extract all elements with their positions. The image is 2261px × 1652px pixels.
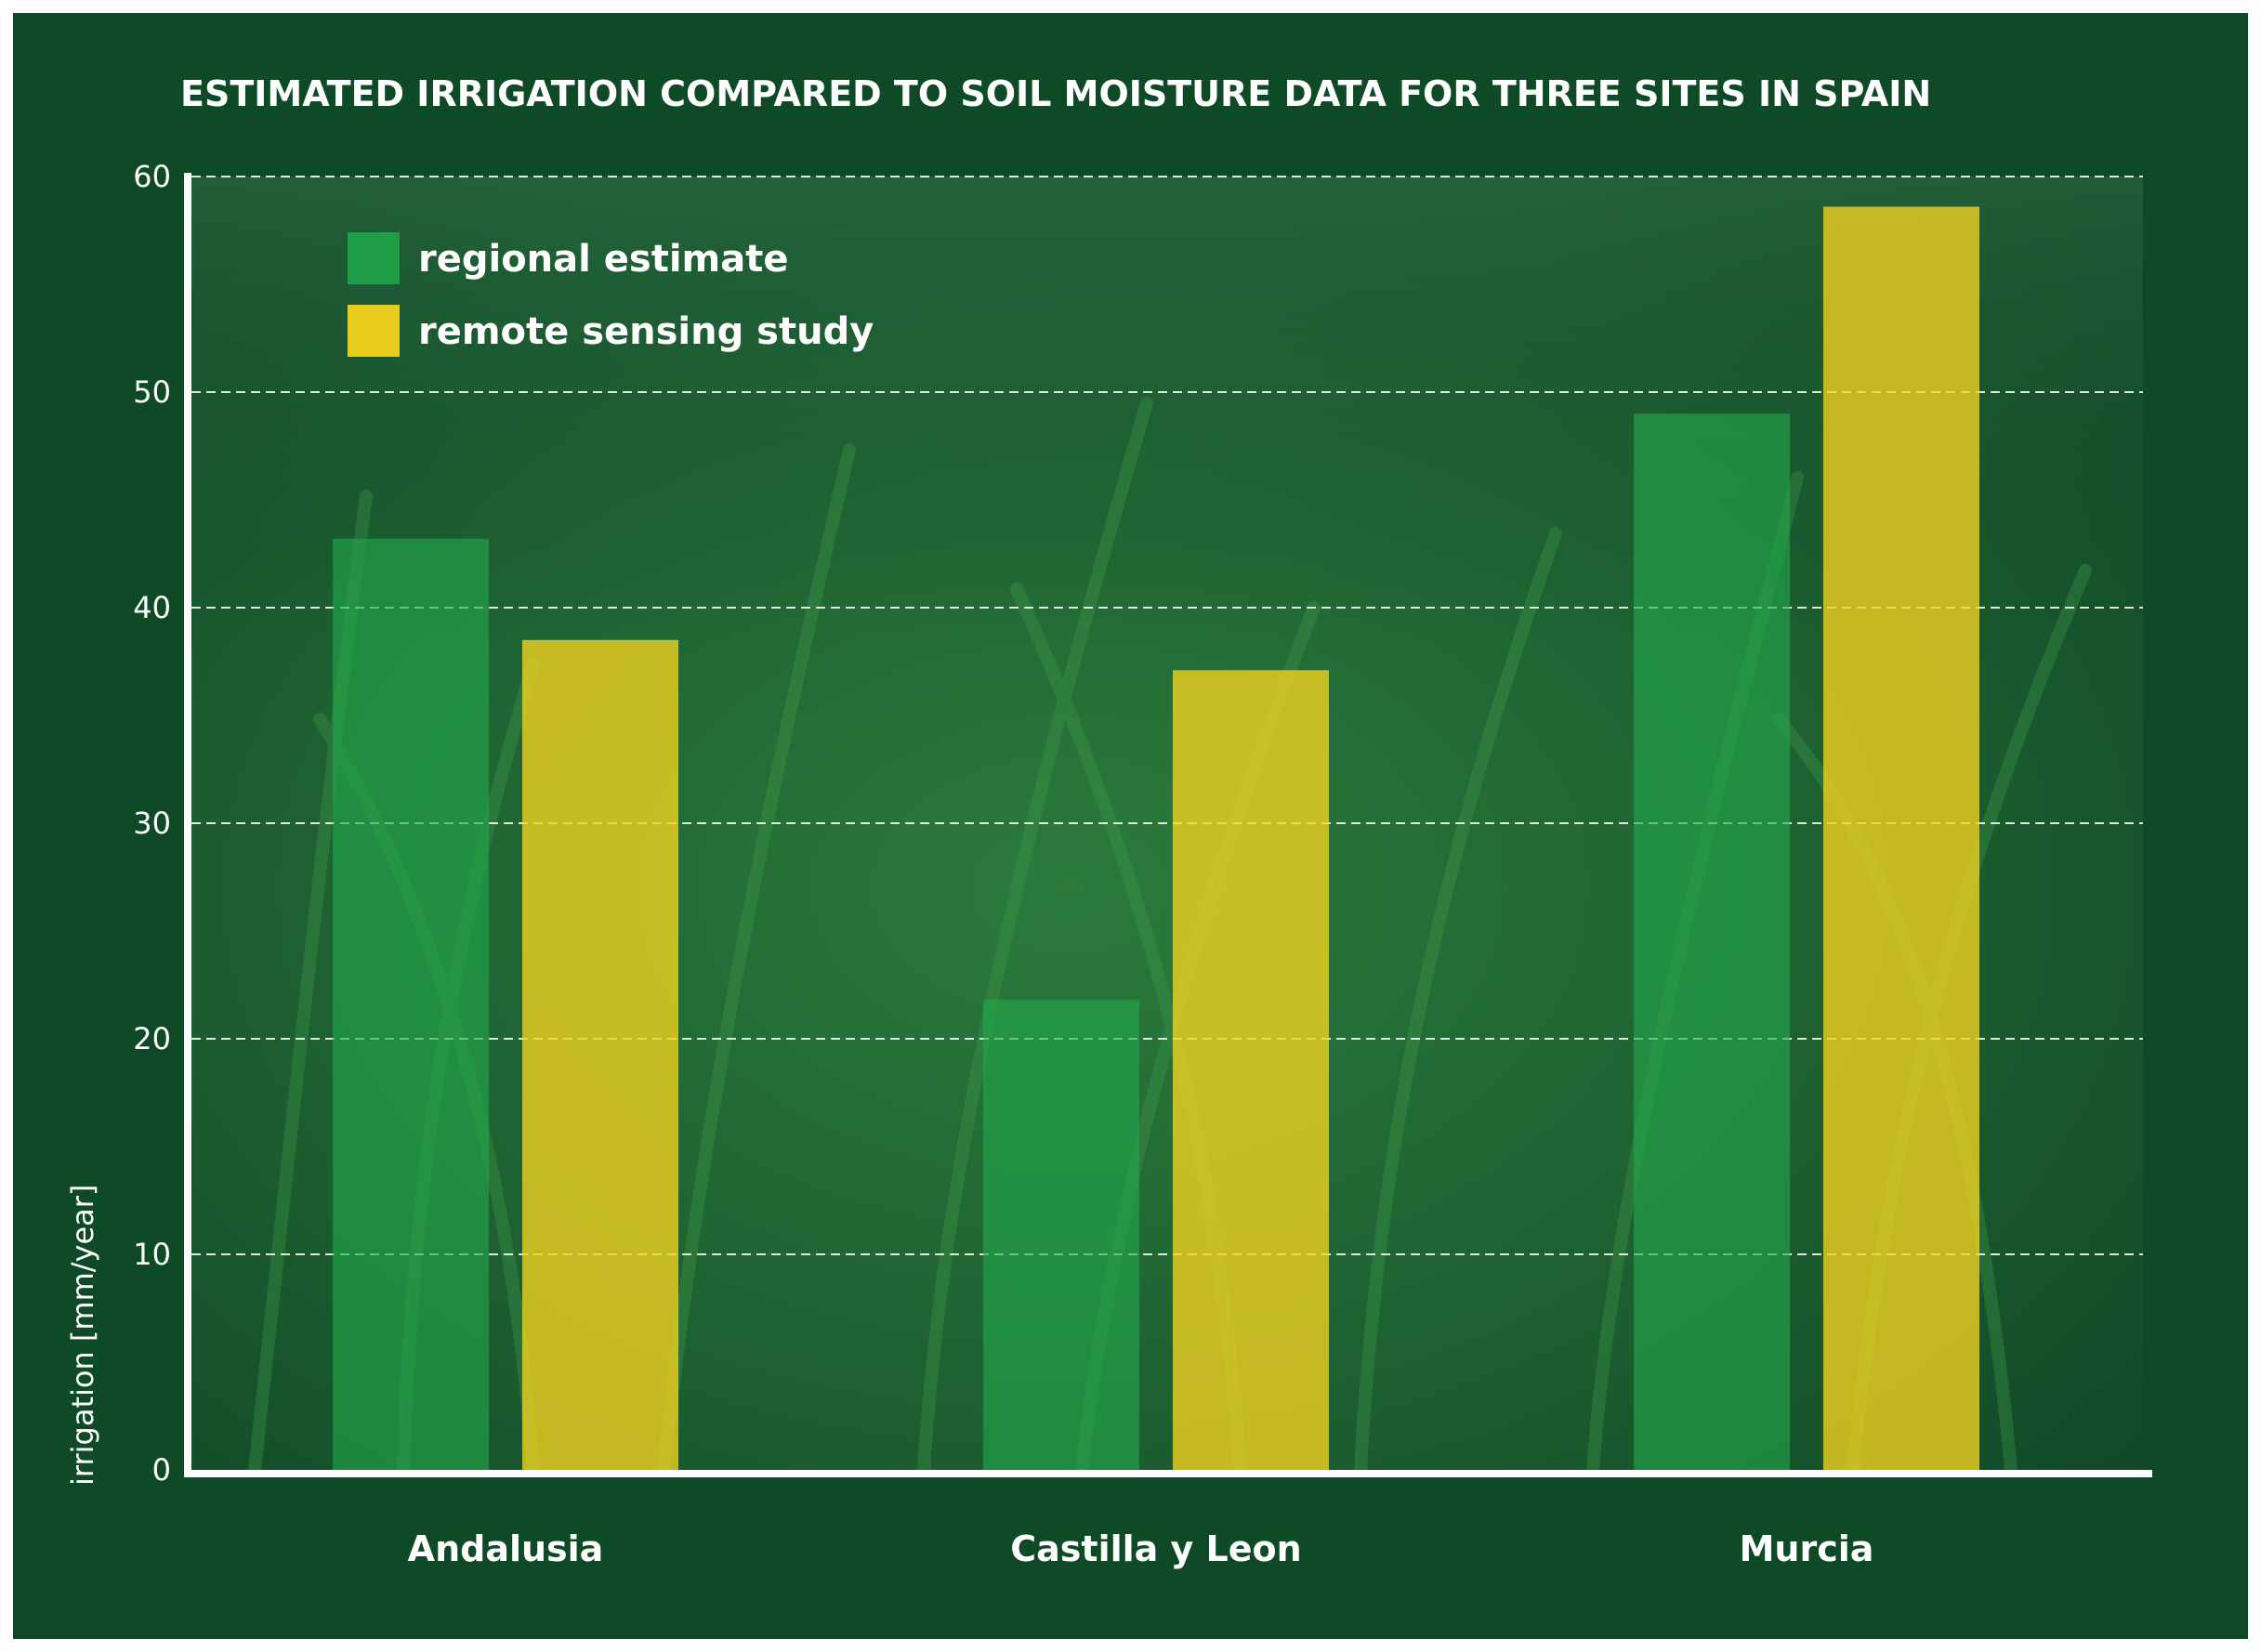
bar bbox=[522, 639, 678, 1470]
legend-label: regional estimate bbox=[418, 238, 788, 281]
bars-group bbox=[333, 206, 1979, 1471]
y-tick-label: 50 bbox=[133, 374, 171, 410]
bar bbox=[333, 538, 489, 1470]
y-axis-label: irrigation [mm/year] bbox=[65, 1185, 100, 1486]
y-tick-labels: 0 10 20 30 40 50 60 bbox=[133, 159, 171, 1488]
y-tick-label: 0 bbox=[152, 1452, 171, 1488]
legend: regional estimate remote sensing study bbox=[348, 232, 874, 357]
chart-frame: 0 10 20 30 40 50 60 Andalusia Castilla y Leon Mu… bbox=[13, 13, 2248, 1639]
bar bbox=[1634, 413, 1790, 1471]
gridlines bbox=[191, 176, 2143, 1255]
y-tick-label: 30 bbox=[133, 806, 171, 841]
chart-title: ESTIMATED IRRIGATION COMPARED TO SOIL MO… bbox=[180, 73, 1931, 114]
x-tick-label: Andalusia bbox=[408, 1528, 604, 1569]
bar bbox=[1173, 670, 1329, 1470]
y-tick-label: 40 bbox=[133, 590, 171, 625]
bar bbox=[1823, 206, 1979, 1471]
x-tick-label: Castilla y Leon bbox=[1010, 1528, 1301, 1569]
x-tick-labels: Andalusia Castilla y Leon Murcia bbox=[408, 1528, 1874, 1569]
y-tick-label: 20 bbox=[133, 1021, 171, 1056]
y-tick-label: 10 bbox=[133, 1237, 171, 1272]
legend-label: remote sensing study bbox=[418, 310, 874, 353]
axes bbox=[184, 173, 2152, 1477]
bar bbox=[983, 1000, 1139, 1470]
y-tick-label: 60 bbox=[133, 159, 171, 194]
bar-chart: 0 10 20 30 40 50 60 Andalusia Castilla y Leon Mu… bbox=[65, 73, 2152, 1569]
legend-swatch bbox=[348, 305, 400, 357]
x-tick-label: Murcia bbox=[1740, 1528, 1874, 1569]
plot-haze bbox=[191, 177, 2143, 641]
legend-swatch bbox=[348, 232, 400, 284]
